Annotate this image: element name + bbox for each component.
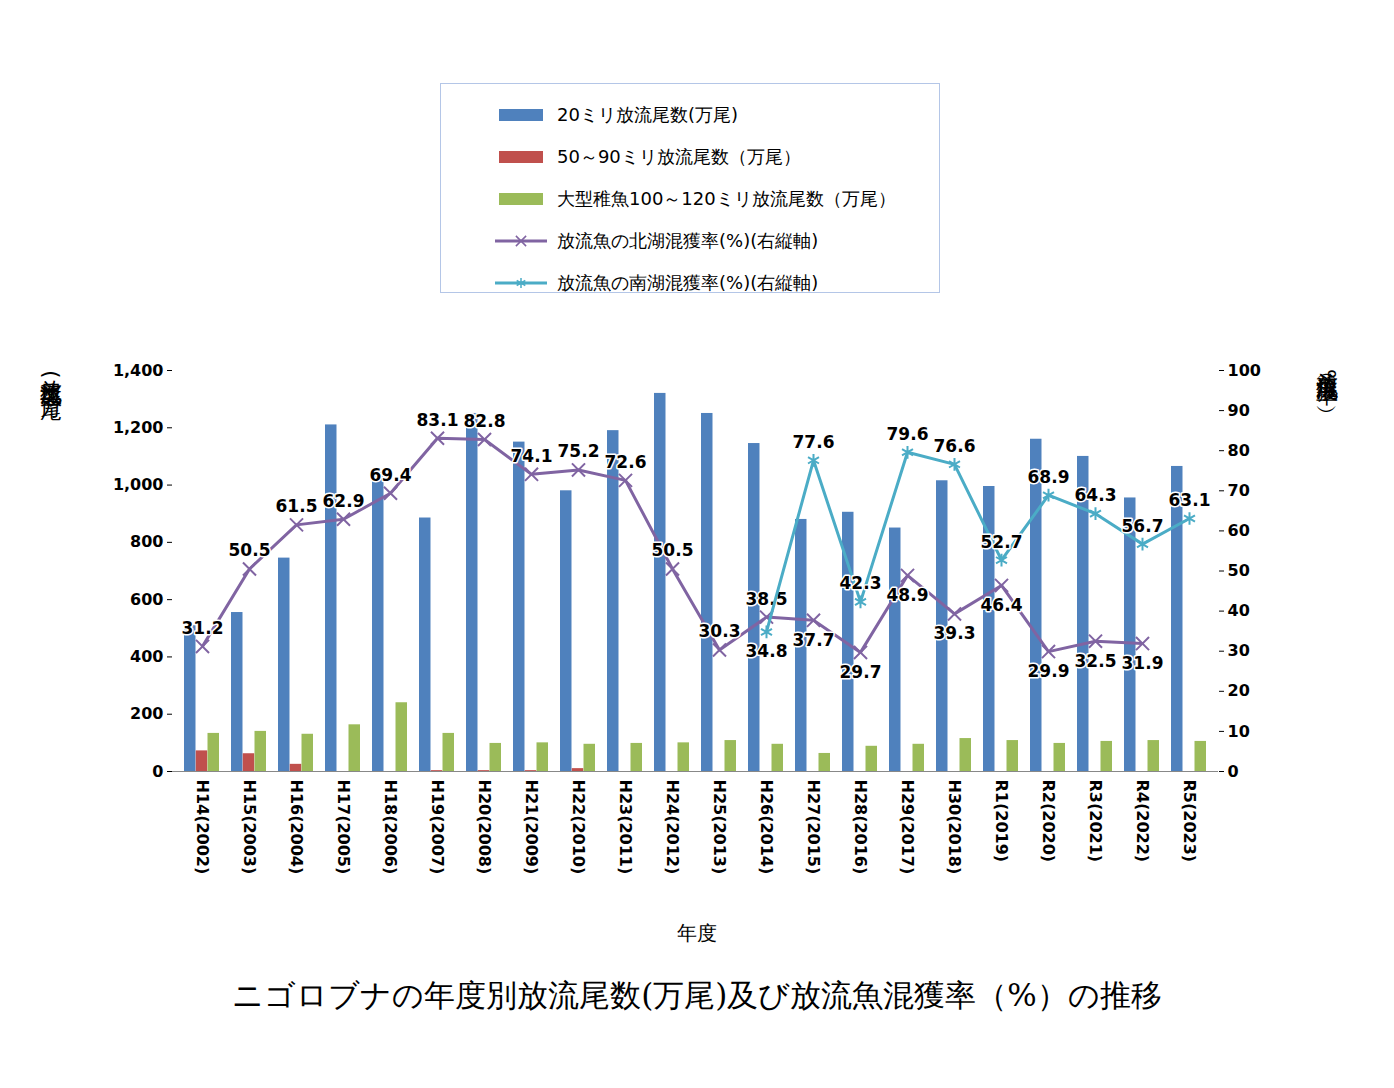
html-text:50～90ミリ放流尾数（万尾）: 50～90ミリ放流尾数（万尾） (557, 146, 801, 167)
svg-text:0: 0 (152, 762, 163, 781)
svg-text:32.5: 32.5 (1075, 651, 1117, 671)
html-text:放流魚混獲率（%）: 放流魚混獲率（%） (1315, 355, 1340, 394)
svg-text:60: 60 (1228, 521, 1250, 540)
svg-text:H27(2015): H27(2015) (804, 780, 823, 875)
svg-text:39.3: 39.3 (934, 623, 976, 643)
html-text:ニゴロブナの年度別放流尾数(万尾)及び放流魚混獲率（%）の推: ニゴロブナの年度別放流尾数(万尾)及び放流魚混獲率（%）の推移 (232, 977, 1162, 1013)
svg-text:800: 800 (130, 532, 163, 551)
svg-text:H17(2005): H17(2005) (334, 780, 353, 875)
svg-text:76.6: 76.6 (934, 436, 976, 456)
svg-text:H29(2017): H29(2017) (898, 780, 917, 875)
svg-text:34.8: 34.8 (746, 641, 788, 661)
svg-text:50.5: 50.5 (652, 540, 694, 560)
svg-text:50: 50 (1228, 561, 1250, 580)
svg-text:1,200: 1,200 (113, 418, 164, 437)
svg-text:R3(2021): R3(2021) (1086, 780, 1105, 863)
svg-text:20: 20 (1228, 681, 1250, 700)
svg-text:79.6: 79.6 (887, 424, 929, 444)
svg-text:72.6: 72.6 (605, 452, 647, 472)
svg-text:100: 100 (1228, 361, 1261, 380)
svg-text:H30(2018): H30(2018) (945, 780, 964, 875)
svg-text:75.2: 75.2 (558, 441, 600, 461)
svg-text:77.6: 77.6 (793, 432, 835, 452)
svg-text:37.7: 37.7 (793, 630, 835, 650)
svg-text:R4(2022): R4(2022) (1133, 780, 1152, 863)
svg-text:40: 40 (1228, 601, 1250, 620)
svg-text:H16(2004): H16(2004) (287, 780, 306, 875)
svg-text:H14(2002): H14(2002) (193, 780, 212, 875)
svg-text:52.7: 52.7 (981, 532, 1023, 552)
svg-text:200: 200 (130, 704, 163, 723)
svg-text:42.3: 42.3 (840, 573, 882, 593)
svg-text:38.5: 38.5 (746, 589, 788, 609)
svg-text:600: 600 (130, 590, 163, 609)
svg-text:61.5: 61.5 (276, 496, 318, 516)
svg-text:400: 400 (130, 647, 163, 666)
svg-text:H28(2016): H28(2016) (851, 780, 870, 875)
svg-text:46.4: 46.4 (981, 595, 1023, 615)
svg-text:83.1: 83.1 (417, 410, 459, 430)
svg-text:80: 80 (1228, 441, 1250, 460)
svg-text:30: 30 (1228, 641, 1250, 660)
svg-text:H21(2009): H21(2009) (522, 780, 541, 875)
svg-text:30.3: 30.3 (699, 621, 741, 641)
html-text:年度: 年度 (677, 921, 717, 945)
svg-text:10: 10 (1228, 722, 1250, 741)
svg-text:H22(2010): H22(2010) (569, 780, 588, 875)
svg-text:70: 70 (1228, 481, 1250, 500)
svg-text:R2(2020): R2(2020) (1039, 780, 1058, 863)
svg-text:H26(2014): H26(2014) (757, 780, 776, 875)
svg-text:62.9: 62.9 (323, 491, 365, 511)
svg-text:0: 0 (1228, 762, 1239, 781)
svg-text:64.3: 64.3 (1075, 485, 1117, 505)
svg-text:68.9: 68.9 (1028, 467, 1070, 487)
svg-text:82.8: 82.8 (464, 411, 506, 431)
svg-text:R1(2019): R1(2019) (992, 780, 1011, 863)
svg-text:1,400: 1,400 (113, 361, 164, 380)
svg-text:R5(2023): R5(2023) (1180, 780, 1199, 863)
svg-text:H18(2006): H18(2006) (381, 780, 400, 875)
svg-text:69.4: 69.4 (370, 465, 412, 485)
svg-text:90: 90 (1228, 401, 1250, 420)
svg-text:63.1: 63.1 (1169, 490, 1211, 510)
svg-text:29.7: 29.7 (840, 662, 882, 682)
svg-text:56.7: 56.7 (1122, 516, 1164, 536)
svg-text:31.2: 31.2 (182, 618, 224, 638)
svg-text:H15(2003): H15(2003) (240, 780, 259, 875)
svg-text:31.9: 31.9 (1122, 653, 1164, 673)
html-text:大型稚魚100～120ミリ放流尾数（万尾）: 大型稚魚100～120ミリ放流尾数（万尾） (557, 188, 896, 209)
svg-text:1,000: 1,000 (113, 475, 164, 494)
html-text:放流魚の北湖混獲率(%)(右縦軸): 放流魚の北湖混獲率(%)(右縦軸) (557, 230, 819, 251)
svg-text:50.5: 50.5 (229, 540, 271, 560)
svg-text:H23(2011): H23(2011) (616, 780, 635, 875)
svg-text:74.1: 74.1 (511, 446, 553, 466)
svg-text:H19(2007): H19(2007) (428, 780, 447, 875)
svg-text:H20(2008): H20(2008) (475, 780, 494, 875)
svg-text:H25(2013): H25(2013) (710, 780, 729, 875)
html-text:放流魚の南湖混獲率(%)(右縦軸): 放流魚の南湖混獲率(%)(右縦軸) (557, 272, 819, 293)
html-text:20ミリ放流尾数(万尾): 20ミリ放流尾数(万尾) (557, 104, 738, 125)
svg-text:H24(2012): H24(2012) (663, 780, 682, 875)
svg-text:48.9: 48.9 (887, 585, 929, 605)
svg-text:29.9: 29.9 (1028, 661, 1070, 681)
html-text:放流尾数(万尾): 放流尾数(万尾) (39, 362, 64, 396)
